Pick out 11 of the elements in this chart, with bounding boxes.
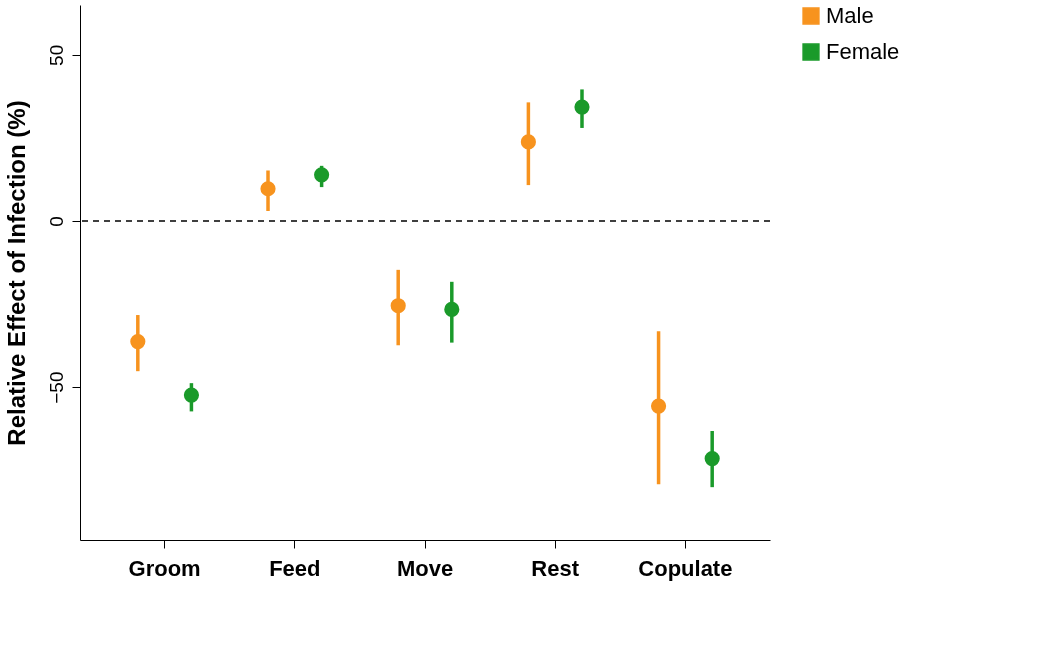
y-tick-label: 0 [45,216,67,227]
x-tick-label: Copulate [638,555,733,581]
legend-label: Female [826,39,900,64]
x-tick-label: Feed [269,555,321,581]
y-tick-label: 50 [45,44,67,66]
y-axis-title: Relative Effect of Infection (%) [2,100,30,446]
x-tick-label: Rest [531,555,580,581]
y-tick-label: −50 [45,371,67,404]
x-tick-label: Move [396,555,454,581]
x-tick-label: Groom [128,555,201,581]
legend-label: Male [826,3,874,28]
